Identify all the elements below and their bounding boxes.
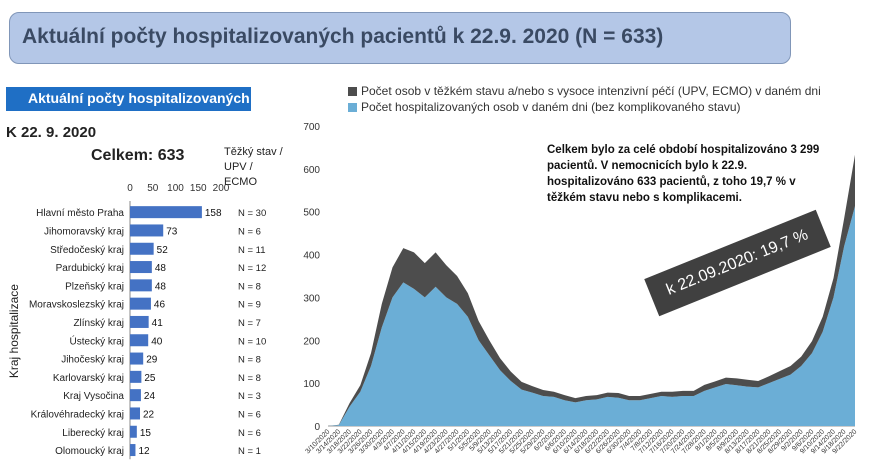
bar-severe-label: N = 8 [238,281,261,292]
bar-value-label: 48 [155,263,167,274]
area-legend: Počet osob v těžkém stavu a/nebo s vysoc… [348,83,821,115]
left-subtitle: Aktuální počty hospitalizovaných [6,87,251,111]
bar-x-tick-label: 100 [167,183,184,194]
bar-category-label: Ústecký kraj [70,334,124,347]
bar-6 [130,315,149,328]
bar-severe-label: N = 8 [238,373,261,384]
bar-category-label: Plzeňský kraj [65,281,124,292]
bar-value-label: 25 [144,373,156,384]
legend-label-severe: Počet osob v těžkém stavu a/nebo s vysoc… [361,84,821,98]
bar-11 [130,407,141,420]
legend-item-severe: Počet osob v těžkém stavu a/nebo s vysoc… [348,83,821,99]
bar-value-label: 46 [154,300,166,311]
bar-x-tick-label: 150 [190,183,207,194]
total-label: Celkem: 633 [91,147,185,164]
bar-9 [130,370,142,383]
bar-value-label: 22 [143,409,155,420]
bar-category-label: Kraj Vysočina [63,391,124,402]
bar-1 [130,224,164,237]
summary-note: Celkem bylo za celé období hospitalizová… [547,144,820,204]
bar-severe-label: N = 7 [238,318,261,329]
bar-7 [130,334,149,347]
bar-severe-label: N = 30 [238,208,266,219]
bar-category-label: Pardubický kraj [56,263,124,274]
bar-category-label: Hlavní město Praha [36,208,124,219]
bar-value-label: 12 [138,446,150,457]
bar-severe-label: N = 11 [238,245,266,256]
bar-x-tick-label: 200 [213,183,230,194]
bar-value-label: 24 [144,391,156,402]
bar-y-axis-title: Kraj hospitalizace [7,284,21,378]
bar-value-label: 15 [140,428,152,439]
bar-value-label: 40 [151,336,163,347]
region-bar-chart: 0 50 100 150 200 Hlavní město Praha 158 N = 30 J… [7,183,266,460]
legend-label-hosp: Počet hospitalizovaných osob v daném dni… [361,100,741,114]
bar-category-label: Karlovarský kraj [53,373,124,384]
bar-category-label: Středočeský kraj [50,245,124,256]
bar-2 [130,242,154,255]
bar-category-label: Olomoucký kraj [55,446,124,457]
bar-3 [130,261,152,274]
legend-swatch-hosp [348,102,357,112]
bar-category-label: Jihočeský kraj [61,355,124,366]
page-title: Aktuální počty hospitalizovaných pacient… [22,25,664,48]
area-y-tick-label: 0 [314,422,320,433]
area-y-tick-label: 100 [303,379,320,390]
bar-category-label: Liberecký kraj [62,428,124,439]
legend-item-hosp: Počet hospitalizovaných osob v daném dni… [348,99,821,115]
bar-severe-label: N = 9 [238,300,261,311]
bar-severe-label: N = 6 [238,409,261,420]
title-box: Aktuální počty hospitalizovaných pacient… [9,12,791,64]
area-y-tick-label: 200 [303,336,320,347]
bar-8 [130,352,144,365]
bar-category-label: Jihomoravský kraj [44,226,124,237]
bar-severe-label: N = 6 [238,428,261,439]
bar-value-label: 52 [157,245,169,256]
bar-value-label: 41 [152,318,164,329]
bar-10 [130,389,141,402]
bar-category-label: Moravskoslezský kraj [29,300,124,311]
bar-4 [130,279,152,292]
bar-5 [130,297,151,310]
legend-swatch-severe [348,86,357,96]
bar-severe-label: N = 3 [238,391,261,402]
bar-severe-label: N = 12 [238,263,266,274]
bar-category-label: Zlínský kraj [73,318,124,329]
bar-value-label: 158 [205,208,222,219]
area-y-tick-label: 600 [303,165,320,176]
bar-0 [130,206,202,219]
area-y-tick-label: 700 [303,122,320,133]
severe-header: Těžký stav / UPV / ECMO [224,146,283,188]
date-label: K 22. 9. 2020 [6,124,97,141]
bar-x-tick-label: 50 [147,183,159,194]
bar-severe-label: N = 8 [238,355,261,366]
bar-severe-label: N = 6 [238,226,261,237]
bar-value-label: 73 [166,226,178,237]
bar-category-label: Královéhradecký kraj [31,409,124,420]
bar-value-label: 29 [146,355,158,366]
area-y-tick-label: 300 [303,293,320,304]
area-y-tick-label: 400 [303,251,320,262]
bar-13 [130,444,136,457]
area-series-hospitalized [328,206,855,426]
bar-x-tick-label: 0 [127,183,133,194]
bar-severe-label: N = 1 [238,446,261,457]
area-y-tick-label: 500 [303,208,320,219]
bar-severe-label: N = 10 [238,336,266,347]
bar-value-label: 48 [155,281,167,292]
bar-12 [130,425,137,438]
